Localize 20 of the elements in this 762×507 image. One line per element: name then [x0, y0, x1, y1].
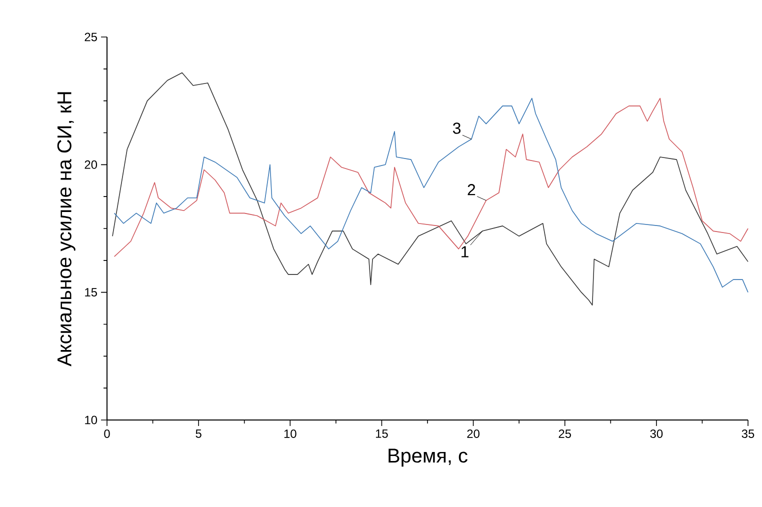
x-tick-label: 0	[104, 430, 110, 438]
x-axis-title: Время, с	[388, 448, 468, 467]
line-series	[112, 72, 748, 306]
y-tick-label: 25	[84, 32, 97, 42]
x-tick-label: 25	[558, 430, 571, 438]
line-series	[114, 98, 748, 293]
y-tick-label: 15	[85, 288, 97, 296]
y-axis-title: Аксиальное усилие на СИ, кН	[57, 92, 76, 366]
annotation: 1	[462, 246, 468, 258]
annotation: 3	[452, 122, 461, 134]
x-tick-label: 10	[284, 430, 296, 438]
y-tick-label: 10	[85, 416, 98, 424]
annotation: 2	[468, 184, 476, 196]
x-tick-label: 20	[467, 430, 480, 438]
line-series	[114, 98, 748, 257]
y-tick-label: 20	[84, 160, 98, 169]
x-tick-label: 5	[196, 430, 202, 438]
x-tick-label: 35	[742, 430, 754, 438]
x-tick-label: 15	[376, 430, 388, 438]
x-tick-label: 30	[650, 430, 663, 438]
